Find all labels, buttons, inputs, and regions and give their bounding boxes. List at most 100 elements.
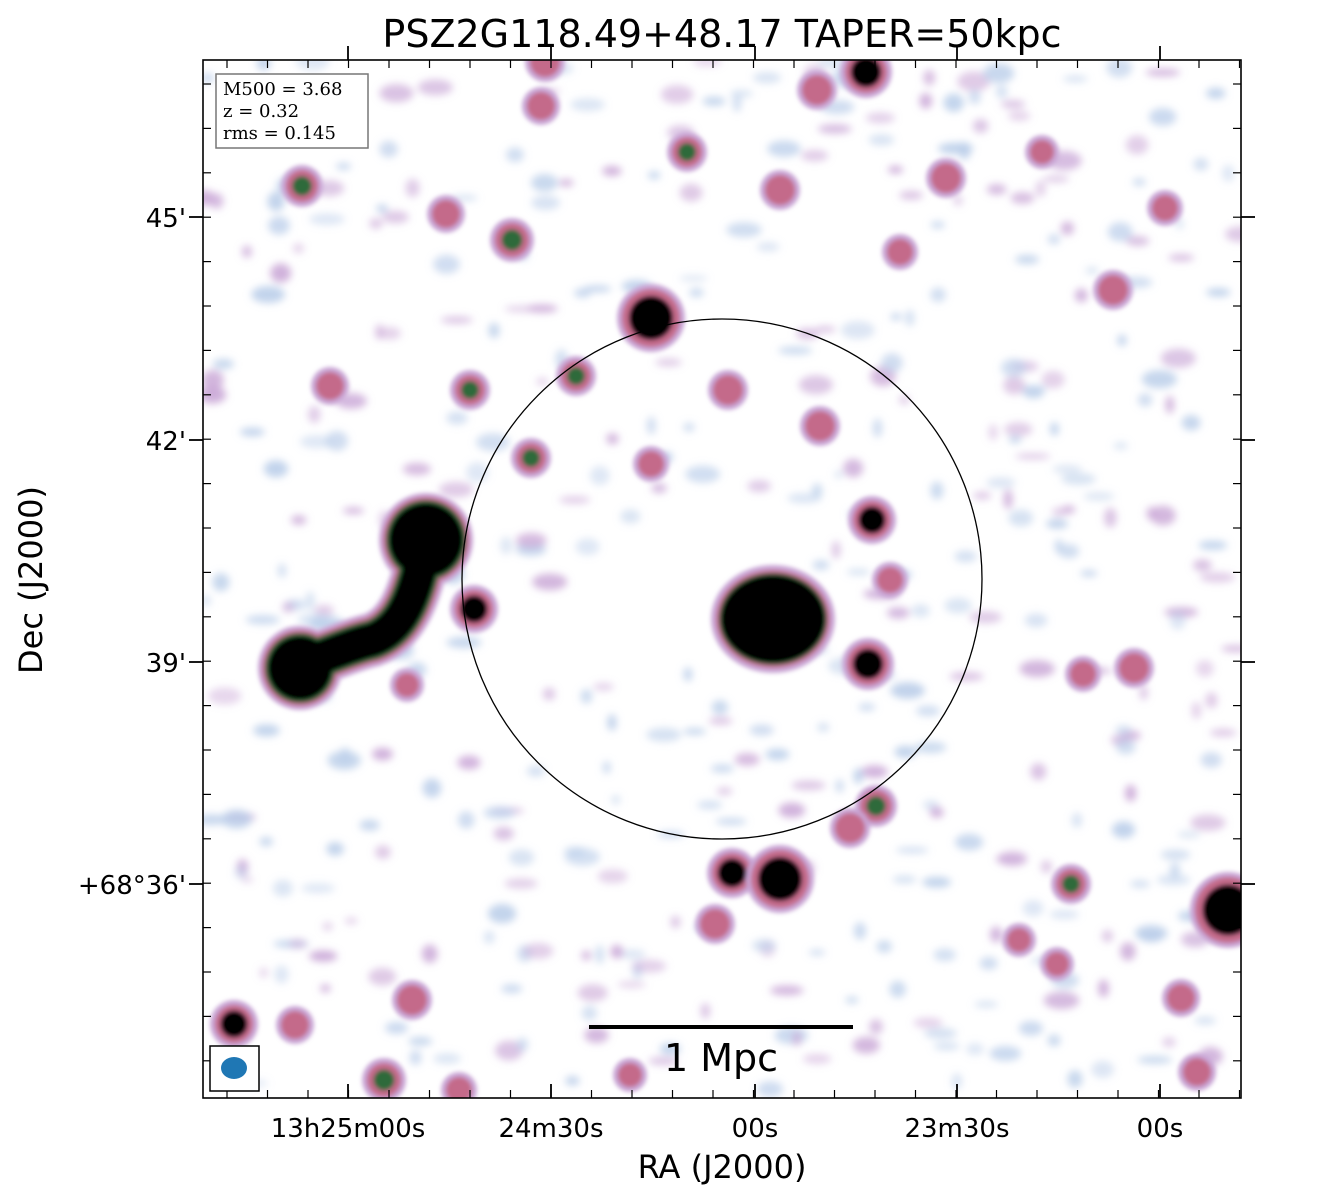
noise-blob [886,607,910,619]
noise-blob [1015,453,1051,460]
noise-blob [565,1076,580,1086]
noise-blob [1008,111,1031,121]
noise-blob [1022,900,1044,917]
noise-blob [245,615,280,625]
noise-blob [843,458,864,478]
noise-blob [835,779,844,793]
noise-blob [506,147,524,163]
noise-blob [1085,267,1099,274]
noise-blob [1003,489,1013,510]
noise-blob [1117,334,1127,347]
noise-blob [852,1036,880,1054]
noise-blob [660,85,694,104]
noise-blob [584,1027,609,1044]
noise-blob [1004,422,1033,437]
noise-blob [372,747,393,761]
noise-blob [476,433,510,452]
noise-blob [933,1042,960,1051]
noise-blob [1137,393,1153,407]
noise-blob [433,1053,461,1064]
x-tick-label: 13h25m00s [271,1114,426,1144]
radio-source [220,1010,248,1038]
noise-blob [951,1073,963,1090]
noise-blob [689,288,704,298]
noise-blob [922,876,952,888]
noise-blob [531,174,558,192]
noise-blob [577,984,608,1002]
noise-blob [889,980,906,998]
noise-blob [375,324,384,340]
radio-source [1202,884,1241,936]
radio-source [1098,275,1128,305]
noise-blob [602,166,622,176]
rms-label: rms = 0.145 [223,123,336,144]
radio-source [835,813,865,843]
noise-blob [580,689,593,704]
noise-blob [504,878,538,889]
noise-blob [1162,1037,1176,1048]
radio-source [1030,140,1054,164]
noise-blob [1206,87,1226,99]
noise-blob [990,926,1003,943]
noise-blob [1165,395,1175,414]
noise-blob [495,1040,523,1061]
radio-source [522,449,540,467]
noise-blob [617,981,646,988]
noise-blob [457,755,481,770]
noise-blob [648,1057,679,1065]
noise-blob [959,141,971,160]
noise-blob [1107,222,1133,242]
noise-blob [263,460,289,478]
noise-blob [895,847,929,854]
noise-blob [376,204,388,213]
noise-blob [756,242,780,252]
noise-blob [913,1017,943,1028]
noise-blob [203,814,228,825]
noise-blob [815,326,836,333]
noise-blob [1225,226,1241,242]
noise-blob [972,118,989,134]
noise-blob [483,930,495,944]
m500-label: M500 = 3.68 [223,79,342,100]
noise-blob [865,112,895,124]
noise-blob [919,93,933,109]
noise-blob [853,768,864,784]
noise-blob [1010,192,1035,204]
noise-blob [558,179,574,187]
noise-blob [203,595,212,607]
noise-blob [203,386,227,404]
noise-blob [812,560,830,570]
noise-blob [711,700,729,715]
noise-blob [602,761,611,774]
noise-blob [1222,164,1235,182]
noise-blob [487,903,517,924]
noise-blob [308,405,321,424]
radio-source [1152,195,1178,221]
radio-source [713,375,743,405]
noise-blob [1043,175,1070,183]
noise-blob [1120,942,1136,961]
noise-blob [606,433,619,445]
noise-blob [1193,157,1209,171]
noise-blob [583,285,612,293]
noise-blob [203,370,224,390]
noise-blob [267,191,285,212]
noise-blob [955,833,984,851]
noise-blob [930,221,945,229]
noise-blob [831,540,841,559]
noise-blob [798,375,834,395]
x-tick-label: 00s [732,1114,779,1144]
noise-blob [973,491,992,500]
noise-blob [542,687,556,701]
noise-blob [322,922,333,931]
radio-source [717,858,747,888]
noise-blob [268,216,290,235]
noise-blob [1098,979,1109,998]
radio-source [527,92,555,120]
noise-blob [292,243,304,254]
radio-source [765,175,795,205]
noise-blob [834,470,843,479]
noise-blob [1058,544,1080,559]
noise-blob [1074,288,1088,303]
noise-blob [574,288,591,298]
